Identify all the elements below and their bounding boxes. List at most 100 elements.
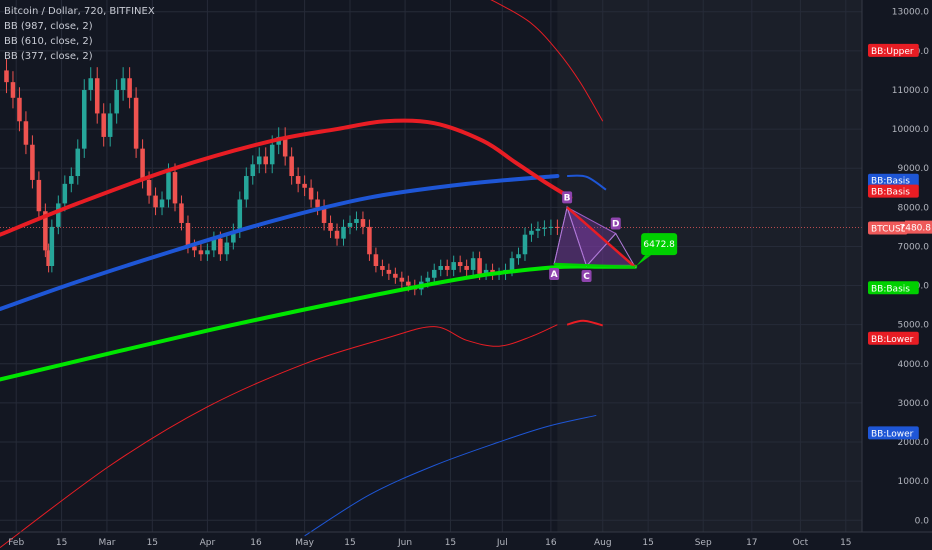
candle-body	[373, 254, 379, 266]
candle-body	[75, 148, 81, 177]
candle-body	[101, 113, 106, 137]
band-basis-line	[0, 118, 573, 237]
y-tick-label: 4000.0	[898, 360, 930, 370]
y-tick-label: 10000.0	[892, 125, 929, 135]
candle-body	[192, 246, 197, 251]
y-tick-label: 11000.0	[892, 86, 929, 96]
candle-body	[146, 179, 152, 196]
target-label: 6472.8	[643, 240, 675, 250]
candle-body	[198, 250, 204, 255]
candle-body	[483, 269, 489, 274]
y-tick-label: 7000.0	[898, 242, 930, 252]
candle-body	[354, 219, 359, 223]
price-label: BB:Basis	[868, 173, 919, 187]
price-label: BB:Lower	[868, 331, 919, 345]
candle-body	[380, 266, 385, 270]
candle-body	[406, 281, 411, 286]
legend-indicator[interactable]: BB (610, close, 2)	[4, 36, 93, 47]
pattern-point-label: D	[612, 220, 619, 230]
legend-indicator[interactable]: BB (377, close, 2)	[4, 51, 93, 62]
price-label-box	[868, 331, 919, 345]
x-tick-label: Oct	[793, 538, 809, 548]
price-label-text: BB:Basis	[871, 284, 910, 294]
candle-body	[295, 176, 301, 184]
band-line	[0, 324, 558, 549]
candle-body	[211, 238, 217, 251]
x-tick-label: 15	[642, 538, 653, 548]
x-tick-label: 17	[746, 538, 757, 548]
pattern-point-a: A	[549, 268, 560, 281]
candle-body	[321, 207, 327, 223]
candle-body	[133, 97, 139, 149]
candle-body	[470, 258, 476, 270]
target-callout: 6472.8	[636, 233, 678, 267]
last-price-box	[905, 220, 932, 234]
pattern-point-badge	[562, 191, 573, 204]
candle-body	[62, 183, 68, 204]
y-tick-label: 9000.0	[898, 164, 930, 174]
candle-body	[393, 273, 398, 278]
y-tick-label: 13000.0	[892, 8, 929, 18]
x-tick-label: 15	[840, 538, 851, 548]
candle-body	[431, 269, 437, 278]
candle-body	[94, 78, 100, 114]
y-tick-label: 5000.0	[898, 321, 930, 331]
candle-body	[237, 199, 243, 231]
candle-body	[263, 156, 268, 165]
candle-body	[10, 82, 16, 98]
x-tick-label: 15	[445, 538, 456, 548]
candle-body	[159, 199, 165, 208]
x-tick-label: 15	[147, 538, 158, 548]
candle-body	[509, 258, 515, 270]
x-tick-label: Jun	[397, 538, 412, 548]
x-tick-label: May	[295, 538, 314, 548]
pattern-point-b: B	[562, 191, 573, 204]
candle-body	[451, 262, 456, 270]
candle-body	[107, 113, 113, 137]
price-label-box	[868, 173, 919, 187]
last-price-label: 7480.8	[900, 220, 932, 234]
pattern-point-badge	[549, 268, 560, 281]
x-tick-label: Mar	[98, 538, 115, 548]
pattern-point-badge	[581, 270, 592, 282]
price-label-text: BB:Basis	[871, 177, 910, 187]
x-tick-label: 16	[250, 538, 262, 548]
legend-indicator[interactable]: BB (987, close, 2)	[4, 21, 93, 32]
price-label-box	[868, 426, 919, 440]
x-tick-label: Apr	[200, 538, 216, 548]
price-label: BB:Basis	[868, 184, 919, 198]
x-tick-label: Feb	[8, 538, 24, 548]
candle-body	[120, 78, 126, 90]
legend-title: Bitcoin / Dollar, 720, BITFINEX	[4, 6, 155, 17]
price-label: BB:Lower	[868, 426, 919, 440]
pattern-point-d: D	[610, 217, 621, 230]
candle-body	[46, 250, 51, 266]
last-price-text: 7480.8	[900, 224, 932, 234]
candle-body	[172, 172, 178, 204]
candle-body	[185, 222, 191, 247]
candle-body	[522, 234, 528, 255]
x-tick-label: 15	[344, 538, 355, 548]
price-label-box	[868, 184, 919, 198]
candle-body	[438, 266, 443, 270]
candle-body	[315, 199, 320, 208]
candle-body	[256, 156, 262, 165]
y-tick-label: 2000.0	[898, 438, 930, 448]
candle-body	[308, 187, 314, 200]
price-label-text: BB:Upper	[871, 47, 914, 57]
candle-body	[140, 148, 145, 180]
x-tick-label: 16	[545, 538, 557, 548]
candle-body	[269, 144, 275, 165]
candle-body	[444, 266, 450, 270]
x-tick-label: 15	[56, 538, 67, 548]
candle-body	[56, 203, 61, 227]
price-axis	[862, 0, 932, 550]
x-tick-label: Jul	[496, 538, 508, 548]
target-box	[641, 233, 678, 256]
price-label: BB:Upper	[868, 43, 919, 57]
candle-body	[360, 219, 366, 227]
candle-body	[88, 78, 94, 90]
candle-body	[231, 230, 236, 243]
